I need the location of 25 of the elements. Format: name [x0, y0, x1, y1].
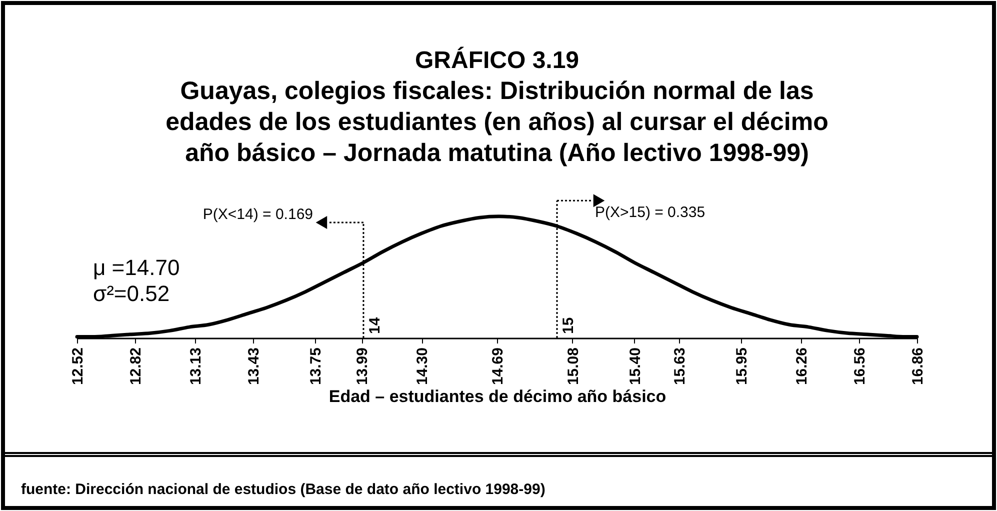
- x-tick-label: 14.30: [414, 348, 432, 386]
- annotation: μ =14.70: [93, 255, 180, 280]
- source-note: fuente: Dirección nacional de estudios (Base de dato año lectivo 1998-99): [21, 481, 546, 498]
- x-tick-label: 15.95: [733, 348, 750, 386]
- annotation: σ²=0.52: [93, 281, 170, 306]
- x-tick-label: 12.82: [128, 348, 145, 386]
- annotation: P(X<14) = 0.169: [202, 206, 313, 223]
- x-tick-label: 13.75: [308, 348, 325, 386]
- annotation: P(X>15) = 0.335: [595, 204, 706, 221]
- x-tick-label: 15.63: [671, 348, 688, 386]
- x-tick-label: 13.43: [246, 348, 263, 386]
- chart-subtitle: Guayas, colegios fiscales: Distribución normal de las edades de los estudiantes (en años) al cursar el décimo año básico – Jornada matutina (Año lectivo 1998-99): [166, 77, 828, 167]
- x-tick-label: 13.13: [188, 348, 205, 386]
- x-axis-title: Edad – estudiantes de décimo año básico: [328, 387, 666, 406]
- x-tick-label: 16.86: [910, 348, 926, 386]
- x-tick-label: 15.40: [626, 348, 644, 386]
- ref-line-label: 15: [560, 317, 577, 334]
- x-tick-label: 15.08: [564, 348, 582, 386]
- ref-line-label: 14: [366, 316, 384, 334]
- x-tick-label: 12.52: [70, 348, 86, 386]
- x-tick-label: 16.26: [793, 348, 810, 386]
- chart-title: GRÁFICO 3.19: [414, 46, 580, 74]
- x-tick-label: 16.56: [851, 348, 868, 386]
- x-tick-label: 14.69: [490, 348, 506, 386]
- x-tick-label: 13.99: [354, 348, 372, 386]
